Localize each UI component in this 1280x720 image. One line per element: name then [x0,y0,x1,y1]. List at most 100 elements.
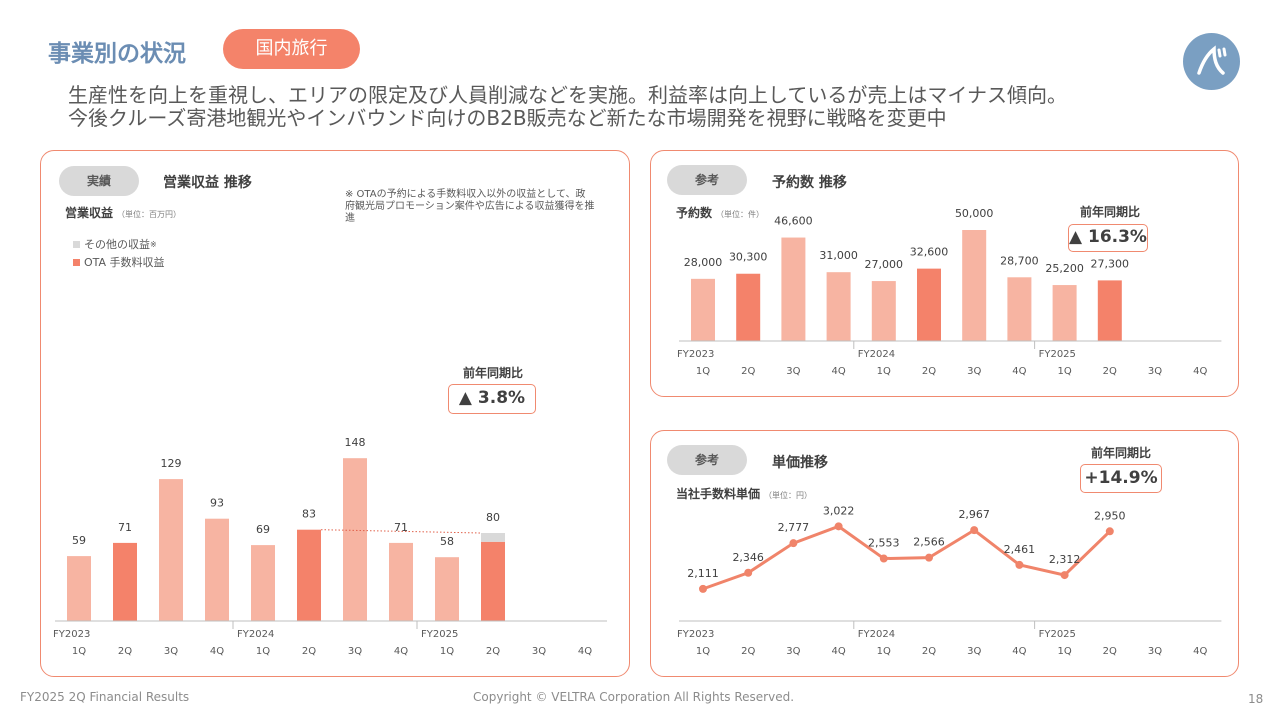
bookings-data-label: 30,300 [729,251,768,264]
bookings-bar [1052,285,1077,341]
reference-pill: 参考 [667,165,747,195]
revenue-tick-label: 4Q [394,646,408,657]
unitprice-point [1015,560,1024,569]
legend-other-revenue: その他の収益 ※ [73,235,165,253]
bookings-tick-label: 1Q [877,366,891,377]
revenue-data-label: 59 [72,534,86,547]
unitprice-tick-label: 4Q [1193,646,1207,657]
unitprice-data-label: 2,553 [868,537,900,550]
unitprice-chart-title: 単価推移 [772,455,828,471]
revenue-data-label: 71 [394,521,408,534]
subtitle-line-1: 生産性を向上を重視し、エリアの限定及び人員削減などを実施。利益率は向上しているが… [68,83,1067,107]
unitprice-point [879,554,888,563]
bookings-tick-label: 4Q [1193,366,1207,377]
revenue-bar-ota [205,518,229,621]
unitprice-point [744,568,753,577]
bookings-group-label: FY2023 [677,349,714,360]
unitprice-point [925,553,933,562]
revenue-data-label: 93 [210,497,224,510]
revenue-legend: その他の収益 ※ OTA 手数料収益 [73,235,165,271]
revenue-bar-other [481,533,505,542]
bookings-bar [826,272,851,341]
unitprice-data-label: 2,312 [1049,553,1081,566]
footer-report-name: FY2025 2Q Financial Results [20,690,190,704]
veltra-logo-icon [1197,45,1227,75]
unitprice-axis-label: 当社手数料単価 （単位：円） [676,485,812,502]
footer-copyright: Copyright © VELTRA Corporation All Right… [473,690,795,704]
revenue-yoy-label: 前年同期比 [463,366,524,380]
revenue-chart-title: 営業収益 推移 [163,175,252,191]
revenue-tick-label: 4Q [210,646,224,657]
revenue-tick-label: 2Q [302,646,316,657]
bookings-data-label: 46,600 [774,215,813,228]
unitprice-line-chart: 2,111 2,346 2,777 3,022 2,553 2,566 2,967 2,461… [677,504,1222,657]
revenue-bar-chart: 59 71 129 93 69 83 148 71 58 80 FY2023 FY2024 FY2025… [53,436,607,657]
revenue-bar-ota [251,545,275,621]
bookings-ylabel: 予約数 [676,206,713,220]
unitprice-group-label: FY2025 [1039,629,1076,640]
bookings-axis-label: 予約数 （単位：件） [676,204,764,221]
unitprice-yoy-label: 前年同期比 [1091,446,1152,460]
revenue-tick-label: 3Q [532,646,546,657]
actual-pill: 実績 [59,166,139,196]
unitprice-tick-label: 3Q [786,646,800,657]
revenue-ylabel: 営業収益 [65,206,114,220]
unitprice-tick-label: 1Q [1057,646,1071,657]
revenue-bar-ota [297,529,321,621]
revenue-bar-ota [435,557,459,621]
revenue-bar-ota [389,542,413,621]
unitprice-line [702,524,1111,591]
unitprice-point [789,539,798,548]
unitprice-point [1060,571,1069,580]
bookings-unit: （単位：件） [716,210,765,219]
revenue-yoy-value: ▲ 3.8% [448,384,536,414]
unitprice-data-label: 2,777 [778,521,810,534]
unitprice-tick-label: 1Q [696,646,710,657]
unitprice-tick-label: 4Q [831,646,845,657]
revenue-data-label: 83 [302,508,316,521]
revenue-footnote: ※ OTAの予約による手数料収入以外の収益として、政府観光局プロモーション案件や… [345,189,595,224]
revenue-group-label: FY2025 [421,629,458,640]
unitprice-data-label: 2,566 [913,536,945,549]
revenue-tick-label: 1Q [256,646,270,657]
bookings-tick-label: 4Q [1012,366,1026,377]
unitprice-yoy-value: +14.9% [1080,464,1162,493]
unitprice-data-label: 2,967 [958,508,990,521]
unitprice-tick-label: 3Q [967,646,981,657]
bookings-data-label: 32,600 [910,246,949,259]
bookings-data-label: 27,000 [865,258,904,271]
revenue-tick-label: 1Q [440,646,454,657]
unitprice-tick-label: 2Q [741,646,755,657]
unitprice-data-label: 2,346 [732,551,764,564]
revenue-data-label: 129 [161,457,182,470]
unitprice-tick-label: 4Q [1012,646,1026,657]
revenue-yoy-line [320,529,482,534]
legend-other-mark: ※ [150,239,157,249]
segment-tag: 国内旅行 [223,29,360,69]
bookings-data-label: 28,700 [1000,254,1039,267]
bookings-group-label: FY2025 [1039,349,1076,360]
revenue-bar-ota [113,542,137,621]
bookings-tick-label: 2Q [741,366,755,377]
unitprice-group-label: FY2023 [677,629,714,640]
revenue-group-label: FY2023 [53,629,90,640]
bookings-bar [871,281,896,341]
legend-ota-revenue: OTA 手数料収益 [73,253,165,271]
unitprice-point [970,526,979,535]
revenue-tick-label: 2Q [118,646,132,657]
legend-swatch-other [73,240,80,248]
revenue-tick-label: 2Q [486,646,500,657]
bookings-bar [1097,280,1122,341]
bookings-bar [691,278,715,341]
revenue-data-label: 58 [440,535,454,548]
bookings-tick-label: 1Q [696,366,710,377]
bookings-panel: 参考 予約数 推移 予約数 （単位：件） 前年同期比 ▲ 16.3% 28,000… [650,150,1239,397]
revenue-bar-ota [481,541,505,621]
page-title: 事業別の状況 [48,41,186,67]
bookings-data-label: 28,000 [684,256,723,269]
revenue-tick-label: 1Q [72,646,86,657]
unitprice-group-label: FY2024 [858,629,895,640]
revenue-tick-label: 3Q [348,646,362,657]
bookings-yoy-value: ▲ 16.3% [1068,224,1148,252]
revenue-bar-ota [159,479,183,621]
